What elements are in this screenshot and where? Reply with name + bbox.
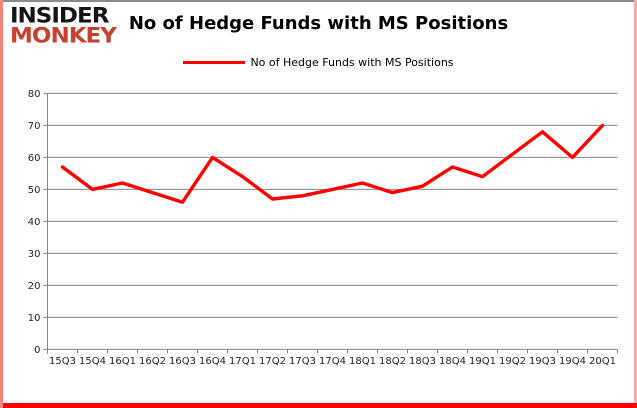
x-axis-label: 17Q2 xyxy=(259,356,286,367)
x-axis-label: 16Q3 xyxy=(169,356,196,367)
y-axis-label: 0 xyxy=(34,345,40,356)
series-line xyxy=(60,123,605,204)
y-axis-label: 40 xyxy=(28,217,41,228)
frame-edge-bottom xyxy=(0,403,637,408)
x-axis-label: 19Q3 xyxy=(529,356,556,367)
legend-label: No of Hedge Funds with MS Positions xyxy=(250,56,454,69)
x-axis-label: 18Q3 xyxy=(409,356,436,367)
x-axis-label: 18Q1 xyxy=(349,356,376,367)
y-axis-label: 60 xyxy=(28,153,41,164)
x-axis-label: 19Q1 xyxy=(469,356,496,367)
x-axis-label: 16Q2 xyxy=(139,356,166,367)
x-axis-label: 19Q4 xyxy=(559,356,586,367)
x-axis-label: 15Q4 xyxy=(79,356,106,367)
x-axis-label: 19Q2 xyxy=(499,356,526,367)
x-axis-label: 16Q4 xyxy=(199,356,226,367)
x-axis-label: 18Q4 xyxy=(439,356,466,367)
x-axis-label: 17Q4 xyxy=(319,356,346,367)
x-axis-label: 16Q1 xyxy=(109,356,136,367)
frame-edge-right xyxy=(634,0,637,408)
logo-word-insider: INSIDER xyxy=(10,4,109,29)
y-axis-label: 10 xyxy=(28,313,41,324)
legend-line-swatch xyxy=(183,61,246,64)
x-axis-label: 18Q2 xyxy=(379,356,406,367)
y-axis-label: 30 xyxy=(28,249,41,260)
y-axis-label: 70 xyxy=(28,121,41,132)
frame-edge-left xyxy=(0,0,3,408)
frame-edge-top xyxy=(0,0,637,2)
y-axis-label: 20 xyxy=(28,281,41,292)
y-axis-label: 80 xyxy=(28,89,41,100)
logo-word-monkey: MONKEY xyxy=(10,24,117,49)
x-axis-label: 17Q1 xyxy=(229,356,256,367)
chart-legend: No of Hedge Funds with MS Positions xyxy=(0,56,637,69)
x-axis-label: 15Q3 xyxy=(49,356,76,367)
y-axis-label: 50 xyxy=(28,185,41,196)
chart-title: No of Hedge Funds with MS Positions xyxy=(128,13,509,34)
x-axis-label: 20Q1 xyxy=(589,356,616,367)
insider-monkey-logo: INSIDER MONKEY xyxy=(10,4,117,49)
x-axis-label: 17Q3 xyxy=(289,356,316,367)
